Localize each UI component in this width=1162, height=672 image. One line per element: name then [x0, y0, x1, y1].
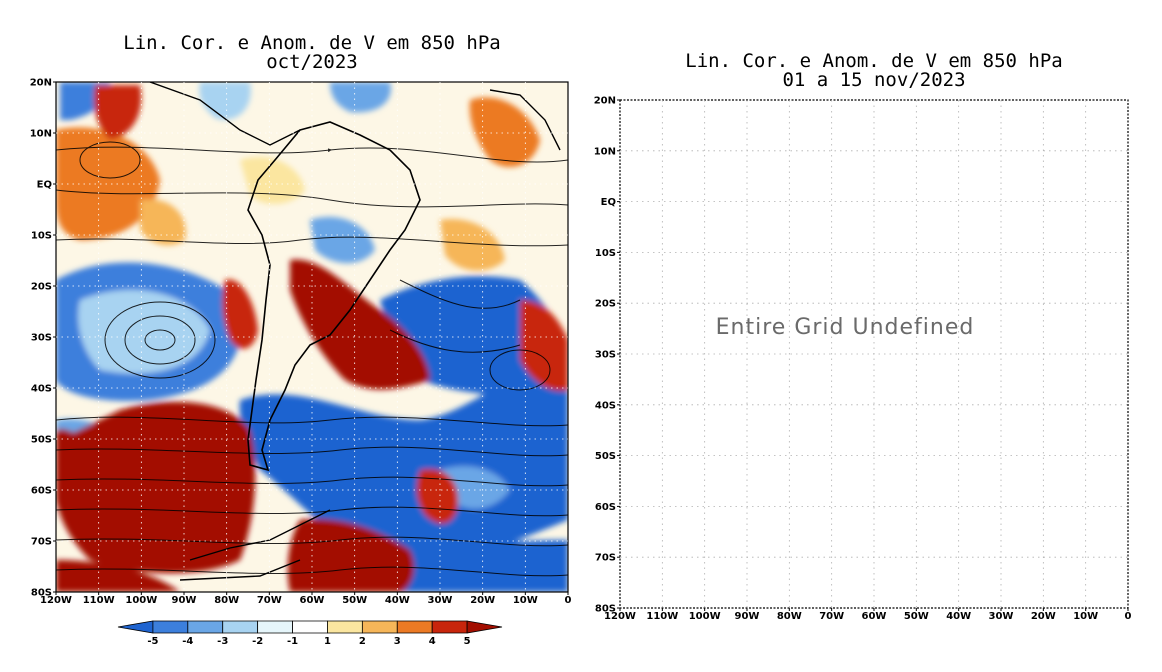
colorbar-label: -5	[147, 636, 158, 647]
antarctica-coastline	[179, 509, 331, 581]
colorbar: -5 -4 -3 -2 -1 1 2 3 4 5	[117, 620, 503, 647]
colorbar-swatch	[361, 620, 398, 634]
colorbar-swatch	[431, 620, 468, 634]
colorbar-swatch	[396, 620, 433, 634]
right-longitude-labels: 120W 110W 100W 90W 80W 70W 60W 50W 40W 30W 20W 10W 0	[604, 611, 1131, 622]
south-america-coastline	[247, 121, 421, 472]
left-map-title: Lin. Cor. e Anom. de V em 850 hPa oct/20…	[56, 34, 568, 72]
undefined-grid-message: Entire Grid Undefined	[716, 315, 975, 340]
lat-label: 40S	[31, 384, 52, 395]
lat-label: 50S	[31, 435, 52, 446]
lon-label: 40W	[946, 611, 971, 622]
lon-label: 120W	[40, 595, 72, 606]
colorbar-label: -2	[252, 636, 263, 647]
lat-label: 50S	[595, 451, 616, 462]
lon-label: 0	[1125, 611, 1132, 622]
lat-label: 10S	[31, 231, 52, 242]
lon-label: 20W	[1031, 611, 1056, 622]
left-latitude-labels: 20N 10N EQ 10S 20S 30S 40S 50S 60S 70S 80S	[30, 78, 52, 599]
lon-label: 110W	[83, 595, 115, 606]
colorbar-swatch	[222, 620, 259, 634]
lon-label: 120W	[604, 611, 636, 622]
right-undefined-map: 20N 10N EQ 10S 20S 30S 40S 50S 60S 70S 80S 120W 110…	[594, 96, 1132, 623]
colorbar-label: 1	[324, 636, 331, 647]
lat-label: 40S	[595, 400, 616, 411]
lat-label: 80S	[31, 588, 52, 599]
right-title-line2: 01 a 15 nov/2023	[782, 69, 966, 91]
left-longitude-labels: 120W 110W 100W 90W 80W 70W 60W 50W 40W 30W 20W 10W 0	[40, 595, 571, 606]
lon-label: 90W	[172, 595, 197, 606]
lon-label: 10W	[1073, 611, 1098, 622]
colorbar-label: -1	[287, 636, 298, 647]
lon-label: 80W	[777, 611, 802, 622]
colorbar-label: -4	[182, 636, 193, 647]
right-latitude-labels: 20N 10N EQ 10S 20S 30S 40S 50S 60S 70S 80S	[594, 96, 616, 615]
lon-label: 0	[565, 595, 572, 606]
lon-label: 70W	[819, 611, 844, 622]
lon-label: 40W	[385, 595, 410, 606]
colorbar-label: 2	[359, 636, 366, 647]
lat-label: 20S	[31, 282, 52, 293]
lon-label: 110W	[646, 611, 678, 622]
colorbar-swatch	[292, 620, 328, 634]
colorbar-label: 4	[429, 636, 436, 647]
right-title-line1: Lin. Cor. e Anom. de V em 850 hPa	[685, 50, 1063, 72]
lat-label: 10S	[595, 248, 616, 259]
lat-label: 30S	[31, 333, 52, 344]
right-map-title: Lin. Cor. e Anom. de V em 850 hPa 01 a 1…	[620, 52, 1128, 90]
colorbar-swatch	[187, 620, 224, 634]
lat-label: 60S	[31, 486, 52, 497]
streamlines	[56, 141, 568, 577]
left-anomaly-map: 20N 10N EQ 10S 20S 30S 40S 50S 60S 70S 80S 120W 110…	[30, 78, 572, 607]
lon-label: 60W	[300, 595, 325, 606]
lon-label: 60W	[862, 611, 887, 622]
central-america-coastline	[149, 82, 301, 146]
lat-label: EQ	[37, 180, 52, 191]
lon-label: 30W	[428, 595, 453, 606]
lon-label: 100W	[125, 595, 157, 606]
lat-label: 10N	[30, 129, 52, 140]
lat-label: 80S	[595, 604, 616, 615]
lat-label: EQ	[601, 197, 616, 208]
colorbar-label: 3	[394, 636, 401, 647]
lon-label: 10W	[513, 595, 538, 606]
lat-label: 70S	[31, 537, 52, 548]
lon-label: 80W	[214, 595, 239, 606]
lon-label: 30W	[989, 611, 1014, 622]
right-gridlines	[617, 99, 1129, 611]
lon-label: 100W	[689, 611, 721, 622]
lat-label: 20S	[595, 299, 616, 310]
lon-label: 50W	[342, 595, 367, 606]
left-gridlines	[53, 81, 569, 595]
lat-label: 20N	[30, 78, 52, 89]
colorbar-swatch	[466, 620, 503, 634]
lon-label: 50W	[904, 611, 929, 622]
lat-label: 10N	[594, 146, 616, 157]
colorbar-label: 5	[464, 636, 471, 647]
lat-label: 20N	[594, 96, 616, 107]
colorbar-swatch	[117, 620, 154, 634]
lon-label: 70W	[257, 595, 282, 606]
africa-coastline	[489, 89, 561, 151]
colorbar-swatch	[152, 620, 189, 634]
colorbar-label: -3	[217, 636, 228, 647]
colorbar-swatch	[327, 620, 363, 634]
lat-label: 30S	[595, 350, 616, 361]
lat-label: 60S	[595, 502, 616, 513]
lon-label: 90W	[735, 611, 760, 622]
left-title-line1: Lin. Cor. e Anom. de V em 850 hPa	[123, 32, 501, 54]
left-title-line2: oct/2023	[266, 51, 358, 73]
lon-label: 20W	[470, 595, 495, 606]
colorbar-swatch	[257, 620, 293, 634]
lat-label: 70S	[595, 553, 616, 564]
